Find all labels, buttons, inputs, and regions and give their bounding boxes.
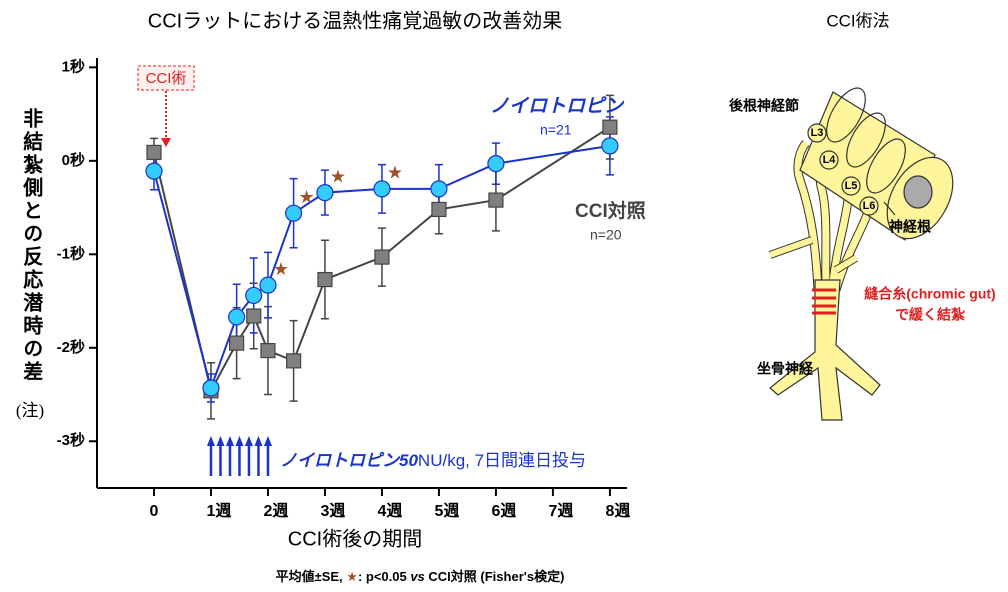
footnote-part: vs <box>410 569 424 584</box>
y-axis-note: (注) <box>16 401 44 420</box>
marker <box>487 155 505 173</box>
sciatic-nerve <box>769 279 881 421</box>
marker <box>229 335 245 351</box>
dose-arrow-head <box>216 436 225 446</box>
y-tick-label: 1秒 <box>62 57 85 75</box>
dosing-rest: NU/kg, 7日間連日投与 <box>418 451 586 470</box>
sciatic-label: 坐骨神経 <box>757 361 814 377</box>
l4-badge <box>819 150 839 170</box>
root-pointer <box>883 201 896 216</box>
y-tick-label: -1秒 <box>57 244 85 262</box>
dosing-bold: ノイロトロピン50 <box>280 451 418 470</box>
chart-title: CCIラットにおける温熱性痛覚過敏の改善効果 <box>148 9 562 32</box>
footnote-part: : p<0.05 <box>358 569 410 584</box>
series-n: n=20 <box>590 227 622 243</box>
x-tick-label: 8週 <box>605 502 630 520</box>
dose-arrow-head <box>206 436 215 446</box>
ligature-label: で緩く結紮 <box>895 307 965 323</box>
root-label: 神経根 <box>889 219 932 235</box>
series-label: ノイロトロピン <box>490 96 625 117</box>
marker <box>259 276 277 294</box>
y-axis-label: 非結紮側との反応潜時の差 <box>20 108 44 384</box>
x-tick-label: 5週 <box>434 502 459 520</box>
l3-badge <box>807 123 827 143</box>
marker <box>260 342 276 359</box>
marker <box>317 271 333 288</box>
ligature-label: 縫合糸(chromic gut) <box>864 286 995 302</box>
x-tick-label: 0 <box>150 503 159 520</box>
marker <box>228 308 246 326</box>
marker <box>145 162 163 180</box>
diagram: CCI術法 後根神経節 L3 L4 L5 L6 神経根 縫合糸(chromic … <box>729 11 996 421</box>
marker <box>285 204 303 222</box>
series-n: n=21 <box>540 122 572 138</box>
x-tick-label: 7週 <box>548 502 573 520</box>
marker <box>373 180 391 198</box>
nerve-branch <box>768 237 858 273</box>
l3-label: L3 <box>811 127 824 139</box>
marker <box>374 249 390 265</box>
cord-ring <box>846 112 886 168</box>
y-tick-label: 0秒 <box>62 151 85 169</box>
dose-arrow-head <box>244 436 253 446</box>
x-tick-label: 1週 <box>207 502 232 520</box>
l5-label: L5 <box>845 180 858 192</box>
dose-arrow-head <box>235 436 244 446</box>
significance-star: ★ <box>299 187 315 207</box>
x-axis-label: CCI術後の期間 <box>288 527 422 550</box>
x-tick-label: 4週 <box>377 502 402 520</box>
cord-ring <box>866 138 906 194</box>
x-tick-label: 6週 <box>491 502 516 520</box>
y-tick-label: -2秒 <box>57 338 85 356</box>
marker <box>431 201 447 218</box>
dose-arrow-head <box>225 436 234 446</box>
y-tick-label: -3秒 <box>57 431 85 449</box>
footnote-star: ★ <box>346 569 358 584</box>
footnote: 平均値±SE, ★: p<0.05 vs CCI対照 (Fisher's検定) <box>276 569 565 584</box>
marker <box>286 353 302 369</box>
x-tick-label: 3週 <box>321 502 346 520</box>
footnote-part: CCI対照 (Fisher's検定) <box>425 569 565 584</box>
marker <box>430 180 448 198</box>
significance-star: ★ <box>330 166 346 186</box>
diagram-title: CCI術法 <box>826 11 889 30</box>
significance-star: ★ <box>273 259 289 279</box>
ligature <box>812 288 836 315</box>
dosing-label: ノイロトロピン50NU/kg, 7日間連日投与 <box>280 451 586 470</box>
footnote-part: 平均値±SE, <box>276 569 347 584</box>
l4-label: L4 <box>823 154 837 166</box>
significance-star: ★ <box>387 163 403 183</box>
x-tick-label: 2週 <box>264 502 289 520</box>
marker <box>316 184 334 202</box>
marker <box>246 308 262 324</box>
surgery-label: CCI術 <box>146 70 187 87</box>
marker <box>601 137 619 155</box>
cord-ring <box>826 87 866 143</box>
l6-label: L6 <box>863 200 876 212</box>
marker <box>602 119 618 135</box>
marker <box>488 192 504 208</box>
l5-badge <box>841 176 861 196</box>
l6-badge <box>859 196 879 216</box>
series-label: CCI対照 <box>575 199 646 222</box>
marker <box>245 286 263 305</box>
surgery-arrow-head <box>161 138 171 147</box>
nerve <box>794 140 872 291</box>
marker <box>202 379 220 397</box>
dosing-arrows <box>206 436 272 476</box>
surgery-box <box>137 65 195 91</box>
marker <box>146 144 162 161</box>
dose-arrow-head <box>254 436 263 446</box>
drg-label: 後根神経節 <box>729 98 799 114</box>
cord-section <box>903 175 933 209</box>
dose-arrow-head <box>263 436 272 446</box>
